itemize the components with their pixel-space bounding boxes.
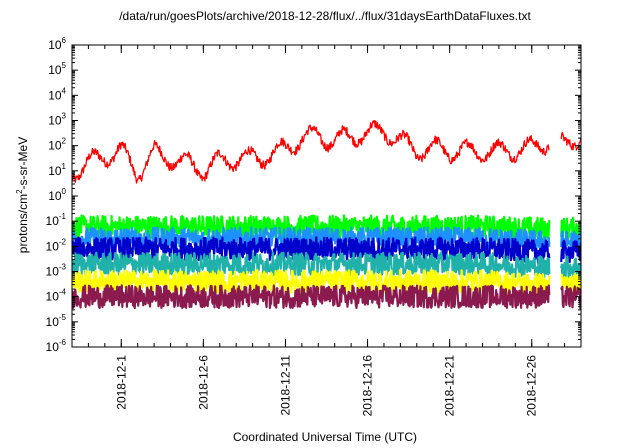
x-tick-label: 2018-12-16: [361, 355, 375, 417]
y-tick-label: 106: [48, 36, 66, 52]
y-tick-label: 10-4: [46, 288, 67, 304]
plot-area: [71, 44, 582, 348]
x-tick-label: 2018-12-11: [278, 355, 292, 416]
y-tick-label: 10-2: [46, 237, 67, 253]
y-tick-label: 101: [48, 162, 66, 178]
series-line-6: [72, 269, 581, 297]
x-tick-label: 2018-12-1: [114, 355, 128, 410]
y-tick-label: 10-5: [46, 313, 67, 329]
series-line-4: [72, 236, 581, 264]
y-tick-label: 102: [48, 137, 66, 153]
x-axis-label: Coordinated Universal Time (UTC): [233, 430, 417, 444]
y-tick-label: 10-1: [46, 212, 67, 228]
y-axis: 10-6 10-5 10-4 10-3 10-2 10-1 100 101 102 103 104 1…: [46, 36, 581, 354]
series-line-7: [72, 284, 581, 310]
y-tick-label: 105: [48, 61, 66, 77]
x-tick-label: 2018-12-21: [443, 355, 457, 417]
x-tick-label: 2018-12-6: [196, 355, 210, 410]
y-axis-label: protons/cm2-s-sr-MeV: [15, 137, 30, 253]
x-axis: 2018-12-1 2018-12-6 2018-12-11 2018-12-16 20…: [87, 45, 566, 417]
series-traces: [72, 120, 581, 310]
y-tick-label: 10-6: [46, 338, 67, 354]
series-line-1: [72, 120, 581, 184]
y-tick-label: 103: [48, 112, 66, 128]
y-tick-label: 100: [48, 187, 66, 203]
y-tick-label: 10-3: [46, 263, 67, 279]
y-tick-label: 104: [48, 86, 66, 102]
x-tick-label: 2018-12-26: [525, 355, 539, 417]
chart-title: /data/run/goesPlots/archive/2018-12-28/f…: [119, 9, 531, 23]
